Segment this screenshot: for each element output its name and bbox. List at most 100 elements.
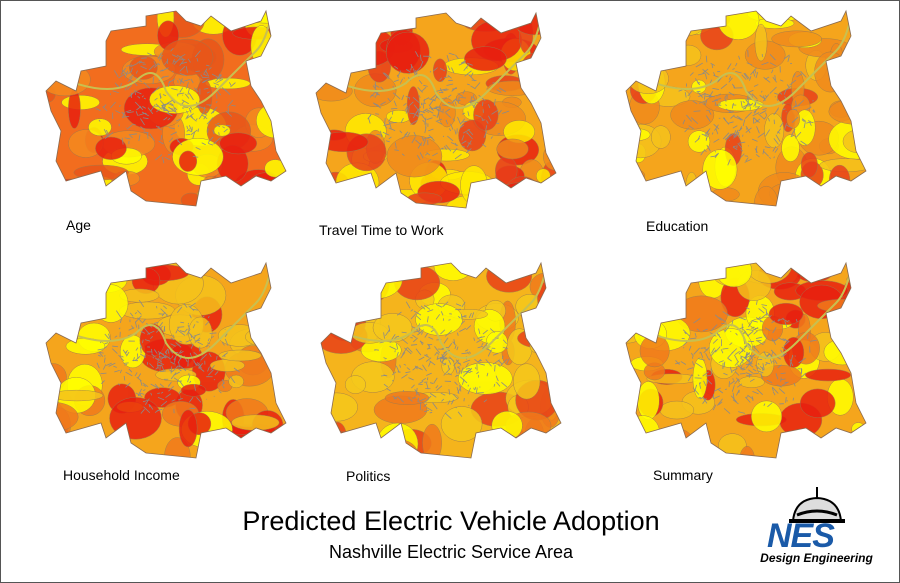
street bbox=[682, 347, 685, 349]
map-label-household-income: Household Income bbox=[63, 467, 180, 483]
street bbox=[687, 367, 694, 370]
street bbox=[470, 72, 474, 78]
street bbox=[211, 335, 214, 339]
street bbox=[791, 116, 799, 123]
street bbox=[385, 140, 390, 143]
region bbox=[502, 181, 552, 197]
street bbox=[434, 351, 438, 356]
street bbox=[757, 340, 764, 346]
street bbox=[750, 102, 754, 106]
street bbox=[391, 107, 398, 110]
street bbox=[458, 369, 461, 374]
street bbox=[195, 147, 201, 150]
street bbox=[383, 383, 389, 388]
street bbox=[435, 314, 441, 320]
street bbox=[374, 84, 380, 88]
street bbox=[187, 58, 191, 63]
street bbox=[783, 54, 790, 60]
street bbox=[173, 57, 181, 65]
region bbox=[764, 113, 785, 149]
street bbox=[206, 64, 210, 67]
region bbox=[669, 11, 708, 36]
street bbox=[179, 340, 182, 343]
street bbox=[153, 322, 159, 324]
street bbox=[713, 395, 720, 400]
street bbox=[774, 359, 778, 365]
region bbox=[626, 291, 657, 314]
street bbox=[455, 303, 462, 307]
street bbox=[408, 377, 414, 381]
street bbox=[723, 372, 728, 376]
street bbox=[708, 110, 712, 115]
street bbox=[134, 355, 141, 361]
street bbox=[166, 314, 169, 317]
street bbox=[396, 351, 399, 357]
street bbox=[428, 336, 434, 340]
street bbox=[750, 67, 757, 76]
street bbox=[118, 327, 121, 330]
street bbox=[424, 409, 429, 413]
street bbox=[490, 328, 495, 333]
street bbox=[442, 353, 448, 359]
street bbox=[383, 332, 385, 339]
street bbox=[452, 147, 458, 154]
street bbox=[426, 372, 432, 376]
street bbox=[731, 103, 734, 109]
street bbox=[100, 380, 105, 385]
street bbox=[410, 309, 414, 312]
street bbox=[388, 325, 391, 332]
street bbox=[384, 359, 386, 361]
street bbox=[436, 112, 440, 119]
street bbox=[394, 142, 397, 149]
street bbox=[725, 108, 733, 114]
street bbox=[475, 387, 478, 394]
region bbox=[384, 391, 430, 405]
street bbox=[795, 318, 798, 322]
street bbox=[774, 148, 779, 153]
street bbox=[424, 354, 430, 358]
street bbox=[779, 92, 783, 95]
street bbox=[729, 366, 733, 374]
street bbox=[173, 60, 177, 63]
street bbox=[734, 354, 739, 362]
street bbox=[705, 137, 708, 141]
region bbox=[196, 182, 227, 206]
street bbox=[700, 149, 706, 156]
street bbox=[772, 360, 775, 364]
street bbox=[466, 140, 472, 148]
street bbox=[140, 380, 143, 386]
street bbox=[426, 117, 433, 121]
street bbox=[496, 381, 501, 387]
region bbox=[245, 326, 286, 348]
street bbox=[478, 328, 481, 335]
street bbox=[694, 332, 697, 338]
street bbox=[448, 319, 451, 321]
street bbox=[222, 352, 228, 358]
street bbox=[400, 117, 404, 123]
region bbox=[631, 38, 658, 52]
street bbox=[698, 100, 706, 104]
street bbox=[153, 349, 158, 354]
region bbox=[262, 331, 286, 350]
street bbox=[144, 398, 150, 405]
street bbox=[212, 129, 215, 135]
region bbox=[264, 440, 286, 458]
street bbox=[722, 132, 730, 140]
street bbox=[734, 361, 740, 366]
street bbox=[686, 114, 692, 122]
street bbox=[201, 80, 206, 84]
region bbox=[264, 159, 286, 178]
street bbox=[782, 108, 786, 110]
river bbox=[321, 267, 547, 359]
street bbox=[435, 304, 443, 308]
street bbox=[113, 365, 117, 368]
street bbox=[187, 324, 191, 330]
street bbox=[755, 145, 758, 153]
street bbox=[448, 389, 451, 395]
street bbox=[143, 131, 149, 134]
street bbox=[143, 384, 147, 387]
street bbox=[194, 362, 203, 369]
street bbox=[735, 71, 742, 74]
street bbox=[134, 89, 136, 96]
street bbox=[415, 66, 421, 73]
